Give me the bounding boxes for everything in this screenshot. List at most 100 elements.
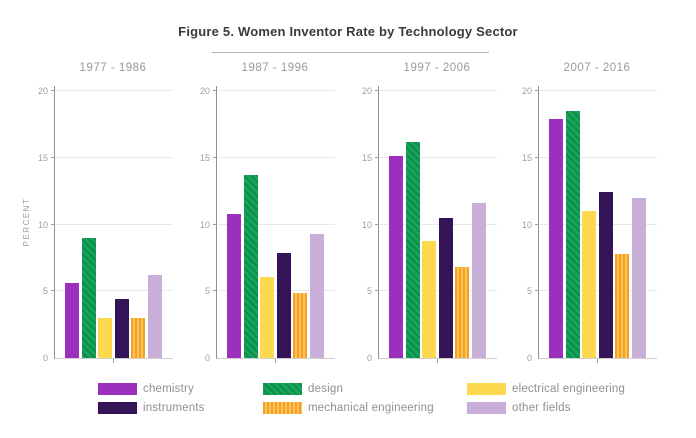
mechanical-engineering-swatch [263,402,302,414]
legend-item-instruments: instruments [98,402,205,414]
gridline [55,90,173,91]
gridline [55,223,173,225]
design-swatch [263,383,302,395]
panel-1987-1996: 1987 - 1996 0 5 10 15 20 [188,62,335,367]
panel-2007-2016: 2007 - 2016 0 5 10 15 20 [510,62,657,367]
gridline [379,290,497,292]
legend-item-other-fields: other fields [467,402,571,414]
y-tick-label: 10 [361,219,372,230]
bar-electrical-engineering [98,317,113,358]
y-tick-label: 5 [42,286,48,297]
gridline [539,223,657,225]
figure-title: Figure 5. Women Inventor Rate by Technol… [178,24,518,39]
y-tick-label: 20 [199,86,210,96]
bar-mechanical-engineering [615,253,630,358]
plot-area: 0 5 10 15 20 [362,86,497,363]
gridline [217,290,335,292]
gridline [55,290,173,292]
bar-mechanical-engineering [131,317,146,358]
bar-electrical-engineering [582,211,597,358]
y-tick-mark [51,90,55,91]
bar-design [565,111,580,358]
legend-label: instruments [143,402,205,414]
y-tick-label: 20 [361,86,372,96]
y-tick-label: 10 [37,219,48,230]
gridline [379,156,497,158]
electrical-engineering-swatch [467,383,506,395]
y-tick-label: 20 [521,86,532,96]
y-tick-label: 0 [526,353,532,363]
bar-electrical-engineering [260,276,275,358]
bar-other-fields [310,233,324,358]
y-tick-mark [375,90,379,91]
y-tick-label: 5 [526,286,532,297]
panel-title: 1997 - 2006 [403,62,471,74]
y-tick-mark [535,156,539,158]
gridline [379,90,497,91]
bar-design [81,237,96,358]
other-fields-swatch [467,402,506,414]
instruments-swatch [98,402,137,414]
bar-design [405,141,420,358]
y-tick-label: 5 [204,286,210,297]
bar-chemistry [65,283,79,358]
y-tick-label: 10 [521,219,532,230]
y-tick-mark [213,290,217,292]
y-tick-mark [535,223,539,225]
panel-title: 1977 - 1986 [79,62,147,74]
x-tick-mark [597,359,598,363]
y-tick-mark [535,90,539,91]
legend-item-electrical-engineering: electrical engineering [467,383,625,395]
y-tick-label: 5 [366,286,372,297]
bar-design [243,175,258,358]
legend-item-design: design [263,383,343,395]
y-tick-mark [375,290,379,292]
legend-item-chemistry: chemistry [98,383,194,395]
y-tick-label: 15 [361,152,372,163]
y-tick-mark [375,223,379,225]
gridline [55,156,173,158]
bar-instruments [438,217,453,358]
y-tick-mark [213,156,217,158]
plot-area: 0 5 10 15 20 [38,86,173,363]
gridline [539,290,657,292]
bar-electrical-engineering [422,240,437,358]
gridline [217,90,335,91]
panel-title: 2007 - 2016 [563,62,631,74]
legend-item-mechanical-engineering: mechanical engineering [263,402,434,414]
gridline [539,90,657,91]
y-tick-mark [51,156,55,158]
bar-chemistry [389,156,403,358]
y-tick-mark [213,90,217,91]
gridline [217,156,335,158]
panel-1977-1986: 1977 - 1986 0 5 10 15 20 [26,62,173,367]
bar-other-fields [148,275,162,358]
y-tick-mark [51,290,55,292]
plot-area: 0 5 10 15 20 [522,86,657,363]
plot-area: 0 5 10 15 20 [200,86,335,363]
y-tick-label: 0 [204,353,210,363]
legend-label: mechanical engineering [308,402,434,414]
y-tick-label: 0 [366,353,372,363]
y-tick-label: 15 [521,152,532,163]
x-tick-mark [113,359,114,363]
bar-instruments [598,192,613,358]
bar-chemistry [227,213,241,358]
bar-mechanical-engineering [455,267,470,358]
legend-label: chemistry [143,383,195,395]
y-tick-label: 0 [42,353,48,363]
y-tick-label: 10 [199,219,210,230]
chemistry-swatch [98,383,137,395]
panel-1997-2006: 1997 - 2006 0 5 10 15 20 [350,62,497,367]
legend-label: electrical engineering [512,383,626,395]
y-tick-label: 20 [37,86,48,96]
x-tick-mark [437,359,438,363]
bar-other-fields [632,197,646,358]
legend-label: other fields [512,402,571,414]
y-tick-mark [213,223,217,225]
y-tick-mark [51,223,55,225]
panel-title: 1987 - 1996 [241,62,309,74]
legend: chemistry instruments design mechanical … [0,375,696,425]
gridline [379,223,497,225]
